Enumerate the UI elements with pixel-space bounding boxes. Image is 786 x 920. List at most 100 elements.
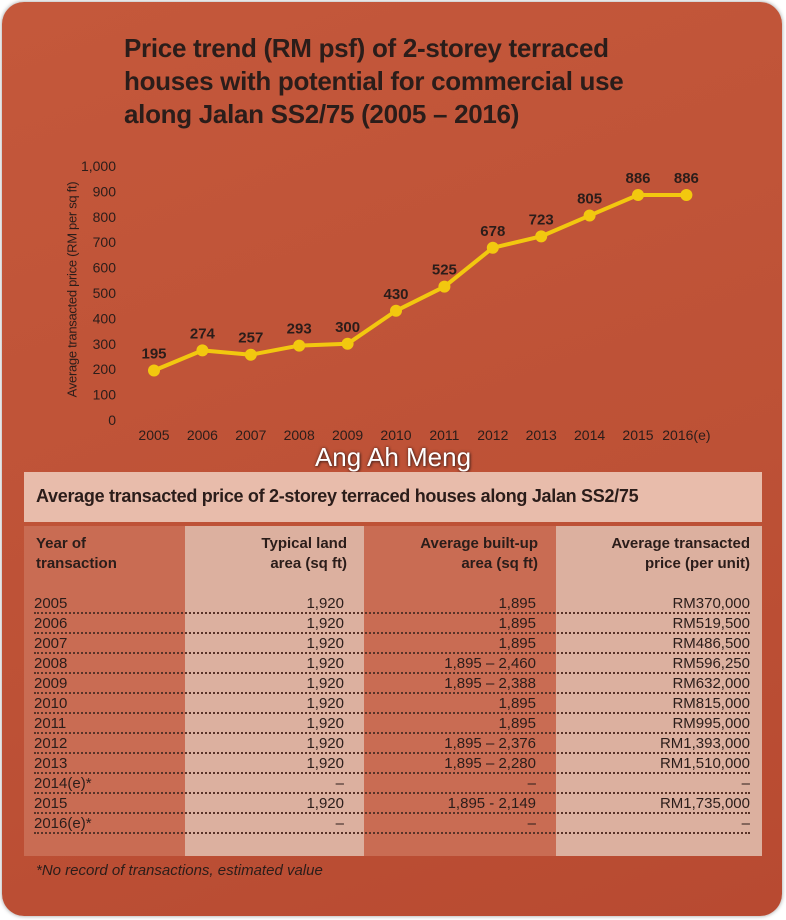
table-cell: 2012 xyxy=(34,735,68,752)
table-title: Average transacted price of 2-storey ter… xyxy=(24,472,762,522)
table-cell: 2010 xyxy=(34,695,68,712)
header-built-up: Average built-up area (sq ft) xyxy=(420,535,538,572)
table-row: 2010 1,920 1,895 RM815,000 xyxy=(34,694,750,714)
data-point xyxy=(196,344,209,357)
table-cell: 1,895 xyxy=(498,635,536,652)
column-band xyxy=(24,526,185,856)
x-tick-label: 2010 xyxy=(380,427,411,443)
table-cell: 2014(e)* xyxy=(34,775,92,792)
data-point xyxy=(680,188,693,201)
table-cell: 2005 xyxy=(34,595,68,612)
table-cell: – xyxy=(335,775,344,792)
table-cell: 1,920 xyxy=(306,715,344,732)
table-cell: RM370,000 xyxy=(672,595,750,612)
table-cell: – xyxy=(335,815,344,832)
x-tick-label: 2005 xyxy=(138,427,169,443)
table-row: 2013 1,920 1,895 – 2,280 RM1,510,000 xyxy=(34,754,750,774)
data-table: Average transacted price of 2-storey ter… xyxy=(24,472,762,856)
header-price: Average transacted price (per unit) xyxy=(611,535,750,572)
table-cell: 1,895 – 2,388 xyxy=(444,675,536,692)
table-cell: – xyxy=(527,775,536,792)
table-row: 2016(e)* – – – xyxy=(34,814,750,834)
table-cell: 1,920 xyxy=(306,675,344,692)
x-tick-label: 2007 xyxy=(235,427,266,443)
x-tick-label: 2008 xyxy=(284,427,315,443)
table-cell: 2015 xyxy=(34,795,68,812)
table-cell: RM1,735,000 xyxy=(659,795,750,812)
data-label: 257 xyxy=(238,330,263,347)
table-row: 2005 1,920 1,895 RM370,000 xyxy=(34,594,750,614)
table-cell: 2013 xyxy=(34,755,68,772)
data-point xyxy=(486,241,499,254)
data-point xyxy=(293,339,306,352)
table-cell: 2009 xyxy=(34,675,68,692)
table-cell: 2006 xyxy=(34,615,68,632)
table-cell: – xyxy=(741,775,750,792)
x-tick-label: 2015 xyxy=(622,427,653,443)
table-cell: – xyxy=(527,815,536,832)
data-point xyxy=(583,209,596,222)
data-point xyxy=(244,348,257,361)
data-point xyxy=(148,364,160,377)
table-cell: RM486,500 xyxy=(672,635,750,652)
table-cell: 1,895 – 2,280 xyxy=(444,755,536,772)
x-tick-label: 2013 xyxy=(526,427,557,443)
x-tick-label: 2009 xyxy=(332,427,363,443)
y-tick-label: 500 xyxy=(93,285,117,301)
y-tick-label: 0 xyxy=(108,412,116,428)
y-tick-label: 600 xyxy=(93,260,117,276)
table-row: 2011 1,920 1,895 RM995,000 xyxy=(34,714,750,734)
data-label: 430 xyxy=(383,286,408,303)
table-cell: 1,920 xyxy=(306,735,344,752)
x-tick-label: 2012 xyxy=(477,427,508,443)
table-cell: 1,895 xyxy=(498,595,536,612)
table-cell: RM519,500 xyxy=(672,615,750,632)
table-cell: 1,920 xyxy=(306,595,344,612)
y-tick-label: 800 xyxy=(93,209,117,225)
table-cell: RM632,000 xyxy=(672,675,750,692)
y-tick-label: 200 xyxy=(93,361,117,377)
table-cell: 1,920 xyxy=(306,655,344,672)
table-cell: – xyxy=(741,815,750,832)
table-cell: 1,895 – 2,460 xyxy=(444,655,536,672)
table-cell: RM1,510,000 xyxy=(659,755,750,772)
data-label: 300 xyxy=(335,319,360,336)
header-year: Year of transaction xyxy=(36,535,117,572)
data-label: 678 xyxy=(480,223,505,240)
y-tick-label: 700 xyxy=(93,234,117,250)
table-cell: 1,920 xyxy=(306,795,344,812)
x-tick-label: 2011 xyxy=(429,427,459,443)
table-cell: 1,895 xyxy=(498,615,536,632)
table-cell: RM1,393,000 xyxy=(659,735,750,752)
table-row: 2007 1,920 1,895 RM486,500 xyxy=(34,634,750,654)
column-band xyxy=(556,526,762,856)
x-tick-label: 2016(e) xyxy=(662,427,710,443)
data-label: 293 xyxy=(287,321,312,338)
table-row: 2008 1,920 1,895 – 2,460 RM596,250 xyxy=(34,654,750,674)
y-tick-label: 300 xyxy=(93,336,117,352)
data-label: 525 xyxy=(432,262,457,279)
table-row: 2012 1,920 1,895 – 2,376 RM1,393,000 xyxy=(34,734,750,754)
y-tick-label: 1,000 xyxy=(81,158,116,174)
table-cell: 1,920 xyxy=(306,635,344,652)
table-row: 2009 1,920 1,895 – 2,388 RM632,000 xyxy=(34,674,750,694)
y-tick-label: 400 xyxy=(93,310,117,326)
x-tick-label: 2006 xyxy=(187,427,218,443)
table-cell: 1,920 xyxy=(306,695,344,712)
line-chart: 0 100 200 300 400 500 600 700 800 900 1,000 2005 200… xyxy=(81,158,711,443)
table-cell: 1,920 xyxy=(306,755,344,772)
table-cell: 2016(e)* xyxy=(34,815,92,832)
table-cell: 1,920 xyxy=(306,615,344,632)
data-label: 886 xyxy=(625,170,650,187)
table-row: 2015 1,920 1,895 - 2,149 RM1,735,000 xyxy=(34,794,750,814)
y-tick-label: 900 xyxy=(93,183,117,199)
table-row: 2006 1,920 1,895 RM519,500 xyxy=(34,614,750,634)
footnote: *No record of transactions, estimated va… xyxy=(36,862,323,879)
table-body: 2005 1,920 1,895 RM370,000 2006 1,920 1,895 RM5… xyxy=(34,594,750,834)
table-cell: RM995,000 xyxy=(672,715,750,732)
x-tick-label: 2014 xyxy=(574,427,605,443)
column-band xyxy=(364,526,556,856)
data-label: 195 xyxy=(141,345,166,362)
table-cell: RM815,000 xyxy=(672,695,750,712)
chart-title: Price trend (RM psf) of 2-storey terrace… xyxy=(124,33,624,129)
